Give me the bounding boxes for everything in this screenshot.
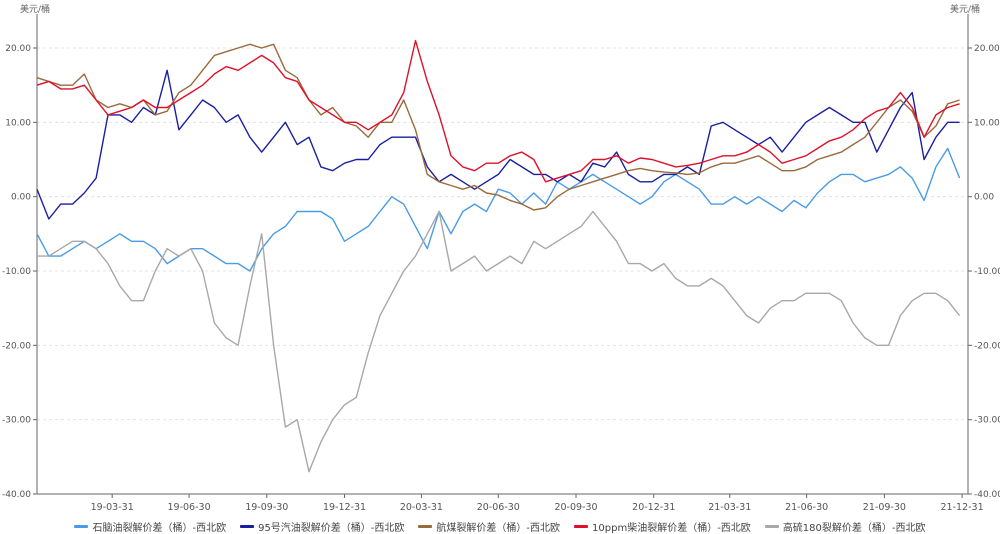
y-tick-label-left: 10.00 xyxy=(5,118,31,128)
legend-label: 石脑油裂解价差（桶）-西北欧 xyxy=(92,523,227,534)
y-tick-label-right: -20.00 xyxy=(974,341,1000,351)
x-tick-label: 21-12-31 xyxy=(941,502,984,513)
legend-swatch xyxy=(764,525,779,528)
x-tick-label: 20-06-30 xyxy=(477,502,520,513)
y-tick-label-left: -30.00 xyxy=(2,416,31,426)
legend-item-1[interactable]: 95号汽油裂解价差（桶）-西北欧 xyxy=(240,519,404,534)
legend-swatch xyxy=(74,525,89,528)
series-line-2 xyxy=(36,43,960,211)
y-tick-label-right: 20.00 xyxy=(974,44,1000,54)
legend-label: 高硫180裂解价差（桶）-西北欧 xyxy=(782,523,926,534)
x-tick-label: 21-03-31 xyxy=(708,502,751,513)
x-tick-label: 20-12-31 xyxy=(632,502,675,513)
y-tick-label-left: -10.00 xyxy=(2,267,31,277)
legend-label: 95号汽油裂解价差（桶）-西北欧 xyxy=(258,523,405,534)
series-line-1 xyxy=(36,69,960,220)
y-tick-label-right: 10.00 xyxy=(974,118,1000,128)
series-line-0 xyxy=(36,147,961,272)
legend-swatch xyxy=(418,525,433,528)
x-tick-label: 20-03-31 xyxy=(400,502,443,513)
series-line-3 xyxy=(36,39,960,183)
legend-swatch xyxy=(240,525,255,528)
legend-item-0[interactable]: 石脑油裂解价差（桶）-西北欧 xyxy=(74,519,226,534)
legend-item-2[interactable]: 航煤裂解价差（桶）-西北欧 xyxy=(418,519,560,534)
legend-item-4[interactable]: 高硫180裂解价差（桶）-西北欧 xyxy=(764,519,926,534)
left-axis-unit: 美元/桶 xyxy=(20,5,51,15)
x-tick-label: 19-06-30 xyxy=(168,502,211,513)
legend-item-3[interactable]: 10ppm柴油裂解价差（桶）-西北欧 xyxy=(574,519,751,534)
x-tick-label: 19-03-31 xyxy=(91,502,134,513)
legend-label: 航煤裂解价差（桶）-西北欧 xyxy=(436,523,561,534)
y-tick-label-left: -40.00 xyxy=(2,490,31,500)
x-tick-label: 19-09-30 xyxy=(245,502,288,513)
y-tick-label-left: -20.00 xyxy=(2,341,31,351)
x-tick-label: 21-06-30 xyxy=(785,502,828,513)
x-tick-label: 19-12-31 xyxy=(323,502,366,513)
legend-swatch xyxy=(574,525,589,528)
right-axis-unit: 美元/桶 xyxy=(950,5,981,15)
chart-legend: 石脑油裂解价差（桶）-西北欧 95号汽油裂解价差（桶）-西北欧 航煤裂解价差（桶）-… xyxy=(0,519,1000,534)
series-line-4 xyxy=(37,210,961,473)
y-tick-label-left: 0.00 xyxy=(11,193,31,203)
y-tick-label-right: -10.00 xyxy=(974,267,1000,277)
x-tick-label: 20-09-30 xyxy=(554,502,597,513)
y-tick-label-left: 20.00 xyxy=(5,44,31,54)
x-tick-label: 21-09-30 xyxy=(863,502,906,513)
y-tick-label-right: 0.00 xyxy=(974,193,994,203)
y-tick-label-right: -40.00 xyxy=(974,490,1000,500)
legend-label: 10ppm柴油裂解价差（桶）-西北欧 xyxy=(592,523,751,534)
y-tick-label-right: -30.00 xyxy=(974,416,1000,426)
